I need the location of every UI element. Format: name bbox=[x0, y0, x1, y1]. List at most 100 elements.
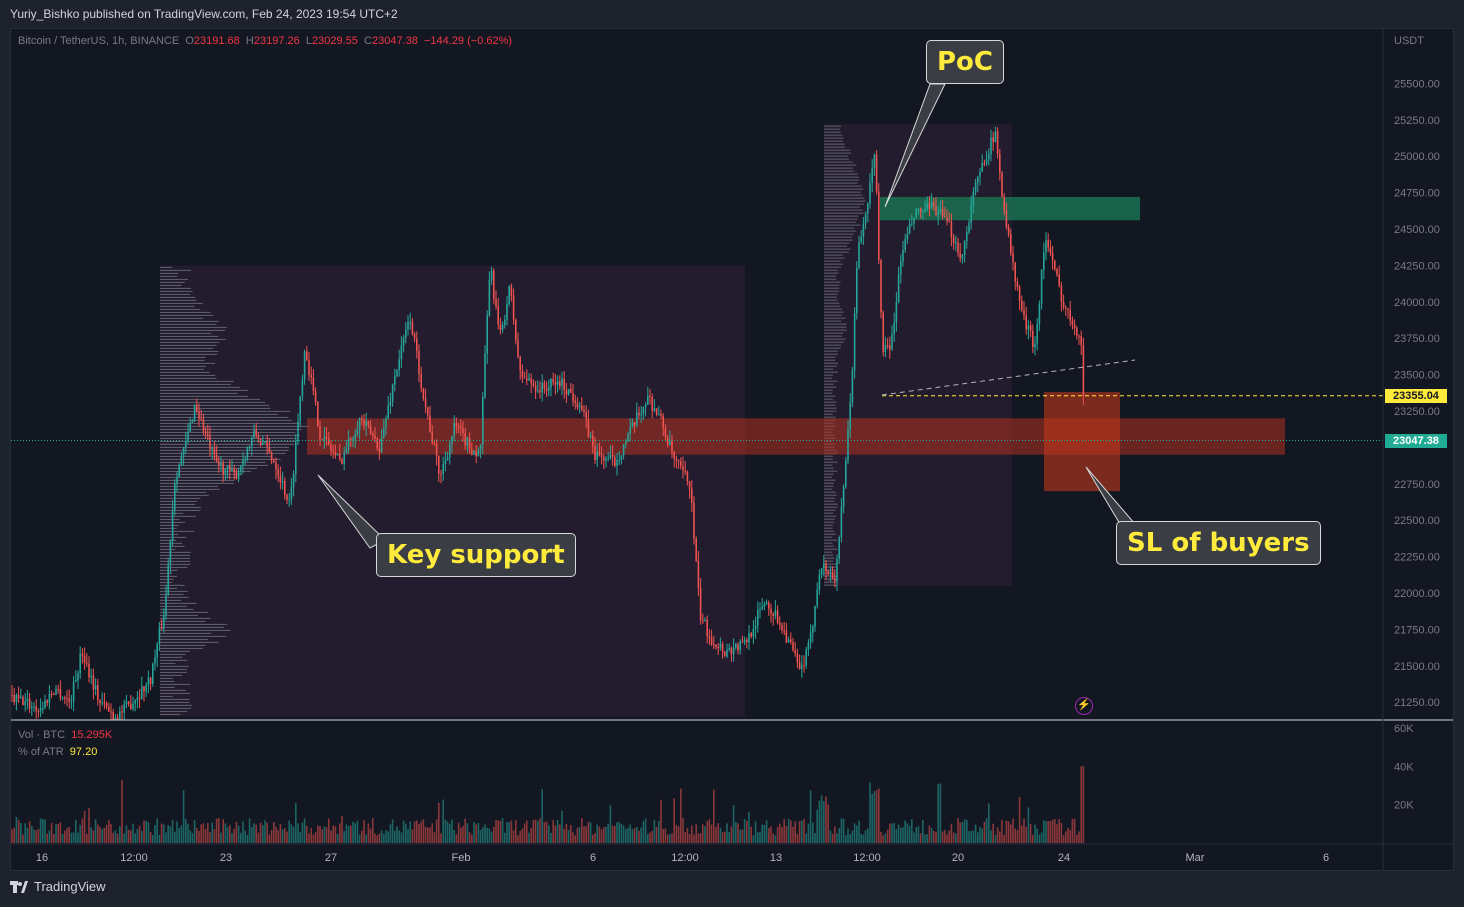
volume-bar bbox=[154, 825, 156, 843]
candle-body bbox=[497, 305, 499, 325]
volume-bar bbox=[145, 820, 147, 843]
candle-body bbox=[101, 702, 103, 704]
volume-bar bbox=[312, 834, 315, 843]
volume-bar bbox=[721, 832, 724, 843]
candle-body bbox=[240, 465, 242, 472]
candle-body bbox=[336, 453, 339, 456]
volume-bar bbox=[592, 834, 594, 843]
volume-bar bbox=[220, 832, 222, 843]
candle-body bbox=[856, 267, 858, 314]
volume-bar bbox=[490, 831, 493, 843]
volume-bar bbox=[660, 799, 662, 843]
volume-bar bbox=[123, 833, 125, 843]
candle-body bbox=[119, 711, 121, 720]
volume-bar bbox=[110, 824, 112, 843]
candle-body bbox=[629, 426, 631, 435]
axes: USDT 25500.00 25250.00 25000.00 24750.00 2450… bbox=[11, 29, 1453, 870]
volume-bar bbox=[550, 832, 552, 843]
candle-body bbox=[94, 685, 97, 690]
volume-bar bbox=[587, 821, 590, 843]
candle-body bbox=[554, 382, 557, 385]
volume-bar bbox=[680, 788, 682, 843]
candle-body bbox=[849, 402, 851, 431]
candle-body bbox=[889, 345, 891, 350]
volume-bar bbox=[880, 831, 882, 843]
candle-body bbox=[453, 422, 455, 436]
volume-bar bbox=[1060, 822, 1063, 843]
volume-bar bbox=[361, 830, 363, 843]
candle-body bbox=[1036, 324, 1038, 344]
candle-body bbox=[231, 468, 233, 471]
footer[interactable]: TradingView bbox=[10, 879, 106, 894]
candle-body bbox=[906, 233, 909, 240]
volume-bar bbox=[567, 830, 570, 843]
candle-body bbox=[374, 435, 376, 439]
candle-body bbox=[831, 572, 834, 579]
volume-tick-label: 20K bbox=[1394, 800, 1414, 812]
volume-bar bbox=[356, 820, 359, 843]
candle-body bbox=[1082, 345, 1085, 397]
candle-body bbox=[611, 455, 614, 457]
candle-body bbox=[759, 608, 761, 610]
volume-bar bbox=[237, 825, 240, 843]
volume-bar bbox=[900, 827, 902, 843]
candle-body bbox=[413, 334, 416, 339]
volume-bar bbox=[893, 823, 895, 843]
candle-body bbox=[435, 443, 438, 456]
candle-body bbox=[688, 481, 691, 489]
volume-bar bbox=[523, 823, 526, 843]
volume-bar bbox=[378, 833, 381, 843]
candle-body bbox=[354, 434, 356, 439]
volume-bar bbox=[675, 825, 678, 843]
volume-bar bbox=[950, 823, 953, 843]
volume-bar bbox=[884, 833, 887, 843]
price-tick-label: 25000.00 bbox=[1394, 151, 1440, 163]
price-axis-unit: USDT bbox=[1394, 35, 1424, 47]
volume-bar bbox=[521, 828, 524, 843]
candle-body bbox=[169, 541, 172, 565]
volume-bar bbox=[781, 827, 783, 843]
candle-body bbox=[790, 639, 792, 643]
volume-bar bbox=[897, 824, 900, 843]
volume-bar bbox=[968, 831, 970, 843]
volume-bar bbox=[1036, 828, 1038, 843]
volume-bar bbox=[1018, 797, 1021, 843]
volume-bar bbox=[816, 809, 818, 843]
symbol-title: Bitcoin / TetherUS, 1h, BINANCE bbox=[18, 35, 180, 47]
candle-body bbox=[112, 711, 114, 720]
volume-bar bbox=[719, 827, 722, 843]
candle-body bbox=[614, 456, 616, 467]
candle-body bbox=[820, 568, 823, 575]
time-tick-label: Mar bbox=[1186, 852, 1205, 864]
candle-body bbox=[1056, 269, 1058, 275]
candle-body bbox=[798, 662, 801, 670]
candle-body bbox=[537, 390, 539, 392]
candle-body bbox=[928, 203, 931, 209]
candle-body bbox=[440, 473, 442, 475]
volume-bar bbox=[479, 829, 482, 843]
candle-body bbox=[992, 137, 994, 143]
candle-body bbox=[288, 499, 290, 501]
candle-body bbox=[1023, 310, 1025, 316]
symbol-legend: Bitcoin / TetherUS, 1h, BINANCE O23191.6… bbox=[18, 35, 512, 47]
candle-body bbox=[748, 633, 750, 643]
volume-bar bbox=[655, 826, 658, 843]
volume-bar bbox=[411, 829, 414, 843]
candle-body bbox=[420, 374, 422, 389]
candle-body bbox=[48, 694, 51, 703]
volume-bar bbox=[801, 820, 803, 843]
volume-bar bbox=[996, 827, 999, 843]
candle-body bbox=[851, 370, 854, 403]
volume-bar bbox=[504, 832, 506, 843]
volume-bar bbox=[666, 834, 669, 843]
candle-body bbox=[365, 421, 367, 427]
volume-bar bbox=[75, 819, 77, 843]
candle-body bbox=[1016, 281, 1019, 287]
candle-body bbox=[488, 280, 491, 316]
volume-bar bbox=[178, 828, 180, 843]
lightning-icon[interactable]: ⚡ bbox=[1075, 697, 1093, 715]
candle-body bbox=[464, 433, 466, 446]
volume-bar bbox=[724, 831, 726, 843]
candle-body bbox=[385, 418, 387, 428]
